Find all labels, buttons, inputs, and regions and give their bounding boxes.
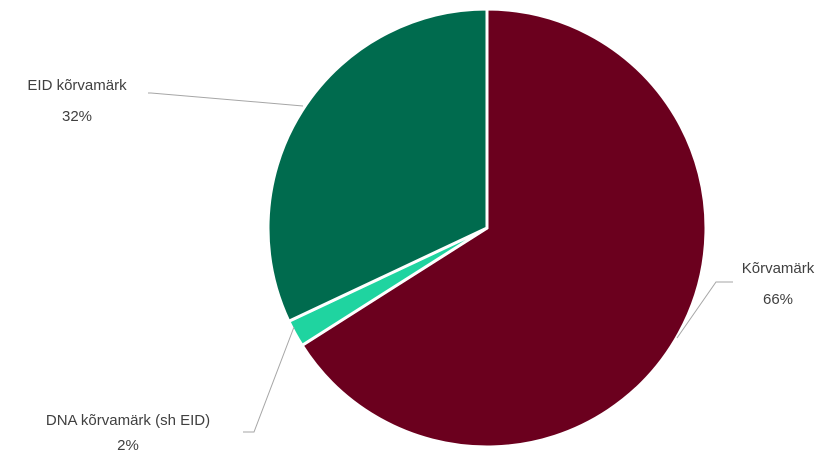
leader-line-korvamark (676, 281, 733, 339)
slice-eid-korvamark (266, 7, 489, 323)
leader-line-eid-korvamark (148, 92, 304, 107)
slice-label-korvamark-name: Kõrvamärk (742, 260, 815, 277)
data-labels: Kõrvamärk 66% DNA kõrvamärk (sh EID) 2% … (27, 77, 814, 454)
slice-label-korvamark-value: 66% (763, 291, 793, 308)
leader-line-dna-korvamark (243, 326, 295, 433)
pie-slices (266, 7, 708, 449)
slice-label-dna-korvamark-value: 2% (117, 437, 139, 454)
slice-korvamark (300, 7, 708, 449)
slice-label-dna-korvamark-name: DNA kõrvamärk (sh EID) (46, 412, 210, 429)
slice-label-eid-korvamark-name: EID kõrvamärk (27, 77, 127, 94)
leader-lines (148, 92, 733, 433)
slice-label-eid-korvamark-value: 32% (62, 108, 92, 125)
